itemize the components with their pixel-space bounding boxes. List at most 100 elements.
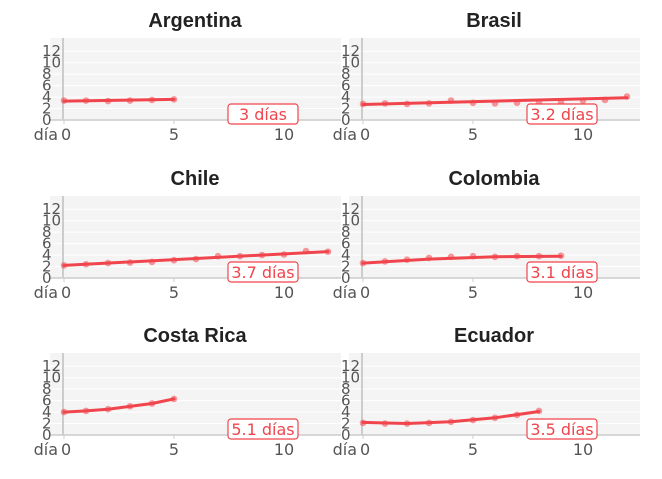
badge-box	[526, 103, 598, 125]
x-axis-prefix: día	[333, 125, 357, 144]
badge-box	[227, 103, 299, 125]
trend-line	[62, 250, 330, 267]
panel-title: Argentina	[148, 10, 242, 32]
doubling-time-badge: 3.7 días	[227, 261, 299, 283]
x-tick-label: 5	[468, 125, 478, 144]
x-tick-label: 5	[468, 283, 478, 302]
y-tick-label: 12	[42, 42, 61, 60]
y-tick-label: 10	[42, 212, 61, 230]
y-tick-label: 8	[341, 380, 351, 398]
doubling-time-badge: 3 días	[227, 103, 299, 125]
x-tick-label: 5	[468, 440, 478, 459]
trend-line	[361, 410, 541, 425]
y-tick-label: 0	[341, 426, 351, 444]
y-tick-label: 0	[42, 426, 52, 444]
x-tick-label: 5	[169, 440, 179, 459]
panel-title: Colombia	[448, 168, 540, 190]
badge-box	[227, 418, 299, 440]
badge-label: 3 días	[239, 105, 287, 124]
doubling-time-badge: 3.2 días	[526, 103, 598, 125]
x-tick-label: 0	[61, 125, 71, 144]
y-tick-label: 4	[341, 88, 351, 106]
doubling-time-badge: 3.1 días	[526, 261, 598, 283]
y-tick-label: 8	[42, 223, 52, 241]
y-tick-label: 10	[341, 54, 360, 72]
y-tick-label: 4	[42, 403, 52, 421]
x-tick-label: 10	[573, 440, 593, 459]
trend-line	[62, 97, 176, 103]
x-tick-label: 10	[274, 440, 294, 459]
y-tick-label: 4	[341, 246, 351, 264]
y-tick-label: 6	[42, 235, 52, 253]
y-tick-label: 2	[42, 100, 52, 118]
x-axis-prefix: día	[34, 283, 58, 302]
x-axis-prefix: día	[34, 125, 58, 144]
y-tick-label: 12	[42, 357, 61, 375]
doubling-time-badge: 5.1 días	[227, 418, 299, 440]
trend-line	[361, 254, 563, 265]
x-axis-prefix: día	[333, 440, 357, 459]
y-tick-label: 12	[341, 200, 360, 218]
x-tick-label: 0	[360, 125, 370, 144]
y-tick-label: 0	[341, 269, 351, 287]
y-tick-label: 10	[341, 369, 360, 387]
x-tick-label: 10	[274, 125, 294, 144]
y-tick-label: 0	[341, 111, 351, 129]
doubling-time-badge: 3.5 días	[526, 418, 598, 440]
y-tick-label: 2	[341, 100, 351, 118]
badge-label: 5.1 días	[231, 420, 294, 439]
x-tick-label: 5	[169, 125, 179, 144]
y-tick-label: 10	[42, 54, 61, 72]
y-tick-label: 12	[341, 42, 360, 60]
panel-title: Chile	[171, 168, 220, 190]
y-tick-label: 2	[341, 258, 351, 276]
trend-line	[361, 96, 629, 106]
x-tick-label: 10	[274, 283, 294, 302]
y-tick-label: 8	[42, 380, 52, 398]
badge-box	[526, 261, 598, 283]
x-tick-label: 0	[360, 440, 370, 459]
y-tick-label: 6	[341, 235, 351, 253]
y-tick-label: 2	[341, 415, 351, 433]
x-tick-label: 10	[573, 283, 593, 302]
x-axis-prefix: día	[34, 440, 58, 459]
y-tick-label: 8	[341, 223, 351, 241]
y-tick-label: 6	[341, 392, 351, 410]
y-tick-label: 8	[341, 65, 351, 83]
x-tick-label: 0	[360, 283, 370, 302]
y-tick-label: 2	[42, 258, 52, 276]
badge-label: 3.7 días	[231, 263, 294, 282]
y-tick-label: 10	[341, 212, 360, 230]
y-tick-label: 8	[42, 65, 52, 83]
badge-label: 3.2 días	[530, 105, 593, 124]
badge-label: 3.1 días	[530, 263, 593, 282]
y-tick-label: 4	[42, 88, 52, 106]
panel-title: Ecuador	[454, 325, 534, 347]
y-tick-label: 10	[42, 369, 61, 387]
y-tick-label: 2	[42, 415, 52, 433]
y-tick-label: 12	[42, 200, 61, 218]
badge-box	[227, 261, 299, 283]
x-tick-label: 5	[169, 283, 179, 302]
y-tick-label: 6	[42, 77, 52, 95]
y-tick-label: 0	[42, 269, 52, 287]
x-tick-label: 10	[573, 125, 593, 144]
trend-line	[62, 397, 176, 414]
badge-label: 3.5 días	[530, 420, 593, 439]
y-tick-label: 0	[42, 111, 52, 129]
y-tick-label: 4	[42, 246, 52, 264]
x-tick-label: 0	[61, 440, 71, 459]
x-axis-prefix: día	[333, 283, 357, 302]
panel-title: Brasil	[466, 10, 522, 32]
y-tick-label: 4	[341, 403, 351, 421]
panel-title: Costa Rica	[143, 325, 247, 347]
y-tick-label: 6	[341, 77, 351, 95]
x-tick-label: 0	[61, 283, 71, 302]
